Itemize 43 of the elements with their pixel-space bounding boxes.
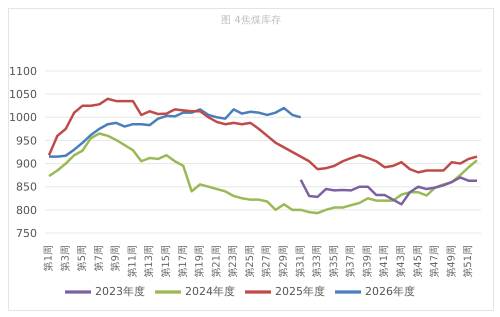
x-tick-label: 第11周 <box>126 245 138 278</box>
x-tick-label: 第19周 <box>194 245 206 278</box>
x-tick-label: 第49周 <box>445 245 458 278</box>
line-series <box>300 176 478 206</box>
x-tick-label: 第3周 <box>59 245 72 272</box>
x-tick-label: 第7周 <box>92 245 105 272</box>
x-tick-label: 第47周 <box>428 245 441 278</box>
legend-label: 2024年度 <box>185 285 235 298</box>
legend-label: 2023年度 <box>95 285 145 298</box>
legend-label: 2025年度 <box>275 285 325 298</box>
y-tick-label: 900 <box>16 157 37 170</box>
x-tick-label: 第41周 <box>378 245 390 278</box>
x-tick-label: 第5周 <box>76 245 88 272</box>
y-tick-label: 950 <box>16 134 37 148</box>
line-series <box>48 98 478 174</box>
x-tick-label: 第43周 <box>394 245 407 278</box>
x-tick-label: 第29周 <box>277 245 290 278</box>
x-tick-label: 第17周 <box>176 245 189 278</box>
x-tick-label: 第39周 <box>361 245 374 278</box>
x-tick-label: 第25周 <box>244 245 256 278</box>
y-tick-label: 1000 <box>9 111 37 124</box>
x-tick-label: 第13周 <box>143 245 156 278</box>
x-tick-label: 第37周 <box>344 245 357 278</box>
y-tick-label: 1100 <box>9 64 37 78</box>
x-tick-label: 第51周 <box>462 245 474 278</box>
x-tick-label: 第27周 <box>260 245 273 278</box>
y-tick-label: 1050 <box>9 88 37 102</box>
chart-title: 图 4焦煤库存 <box>220 14 282 27</box>
x-tick-label: 第35周 <box>328 245 340 278</box>
x-tick-label: 第9周 <box>110 245 122 272</box>
x-tick-label: 第23周 <box>227 245 240 278</box>
x-tick-label: 第33周 <box>311 245 324 278</box>
line-series <box>48 106 302 158</box>
line-series <box>48 132 478 214</box>
y-tick-label: 750 <box>16 226 37 240</box>
x-tick-label: 第45周 <box>412 245 424 278</box>
y-tick-label: 800 <box>16 204 37 217</box>
x-tick-label: 第1周 <box>42 245 54 272</box>
x-tick-label: 第15周 <box>160 245 172 278</box>
x-tick-label: 第31周 <box>294 245 306 278</box>
legend-label: 2026年度 <box>365 285 415 298</box>
y-tick-label: 850 <box>16 180 37 194</box>
x-tick-label: 第21周 <box>210 245 222 278</box>
